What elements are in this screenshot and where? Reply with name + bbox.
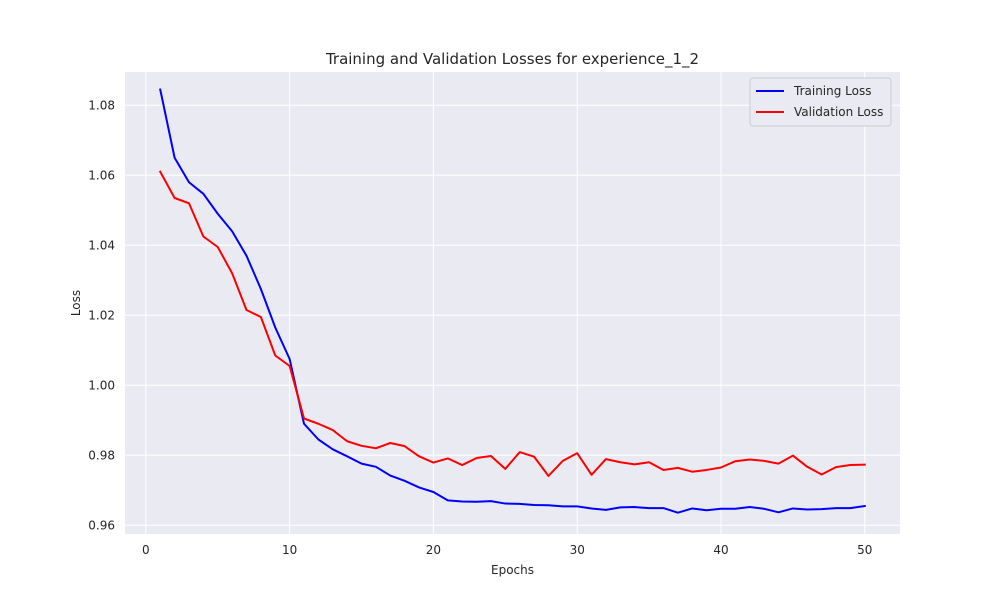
series-line-training-loss <box>159 88 866 514</box>
x-tick-label: 30 <box>570 543 585 557</box>
y-tick-label: 1.06 <box>88 168 115 182</box>
y-tick-label: 1.00 <box>88 378 115 392</box>
plot-area <box>125 72 900 534</box>
y-axis-label: Loss <box>69 290 83 316</box>
x-tick-label: 0 <box>142 543 150 557</box>
legend-label-validation-loss: Validation Loss <box>794 105 883 119</box>
x-axis-label: Epochs <box>491 563 534 577</box>
x-tick-label: 20 <box>426 543 441 557</box>
grid-lines <box>125 72 900 534</box>
legend: Training Loss Validation Loss <box>749 77 892 127</box>
legend-box <box>749 77 892 127</box>
series-line-validation-loss <box>158 170 866 477</box>
y-tick-label: 1.04 <box>88 238 115 252</box>
y-tick-label: 1.02 <box>88 308 115 322</box>
x-tick-label: 50 <box>857 543 872 557</box>
x-tick-label: 10 <box>282 543 297 557</box>
x-axis-ticks: 0 10 20 30 40 50 <box>142 543 872 557</box>
y-axis-ticks: 0.96 0.98 1.00 1.02 1.04 1.06 1.08 <box>88 98 115 532</box>
chart-title: Training and Validation Losses for exper… <box>325 50 699 69</box>
x-tick-label: 40 <box>713 543 728 557</box>
y-tick-label: 0.98 <box>88 448 115 462</box>
y-tick-label: 1.08 <box>88 98 115 112</box>
legend-label-training-loss: Training Loss <box>793 84 871 98</box>
y-tick-label: 0.96 <box>88 518 115 532</box>
series-lines <box>158 88 866 514</box>
